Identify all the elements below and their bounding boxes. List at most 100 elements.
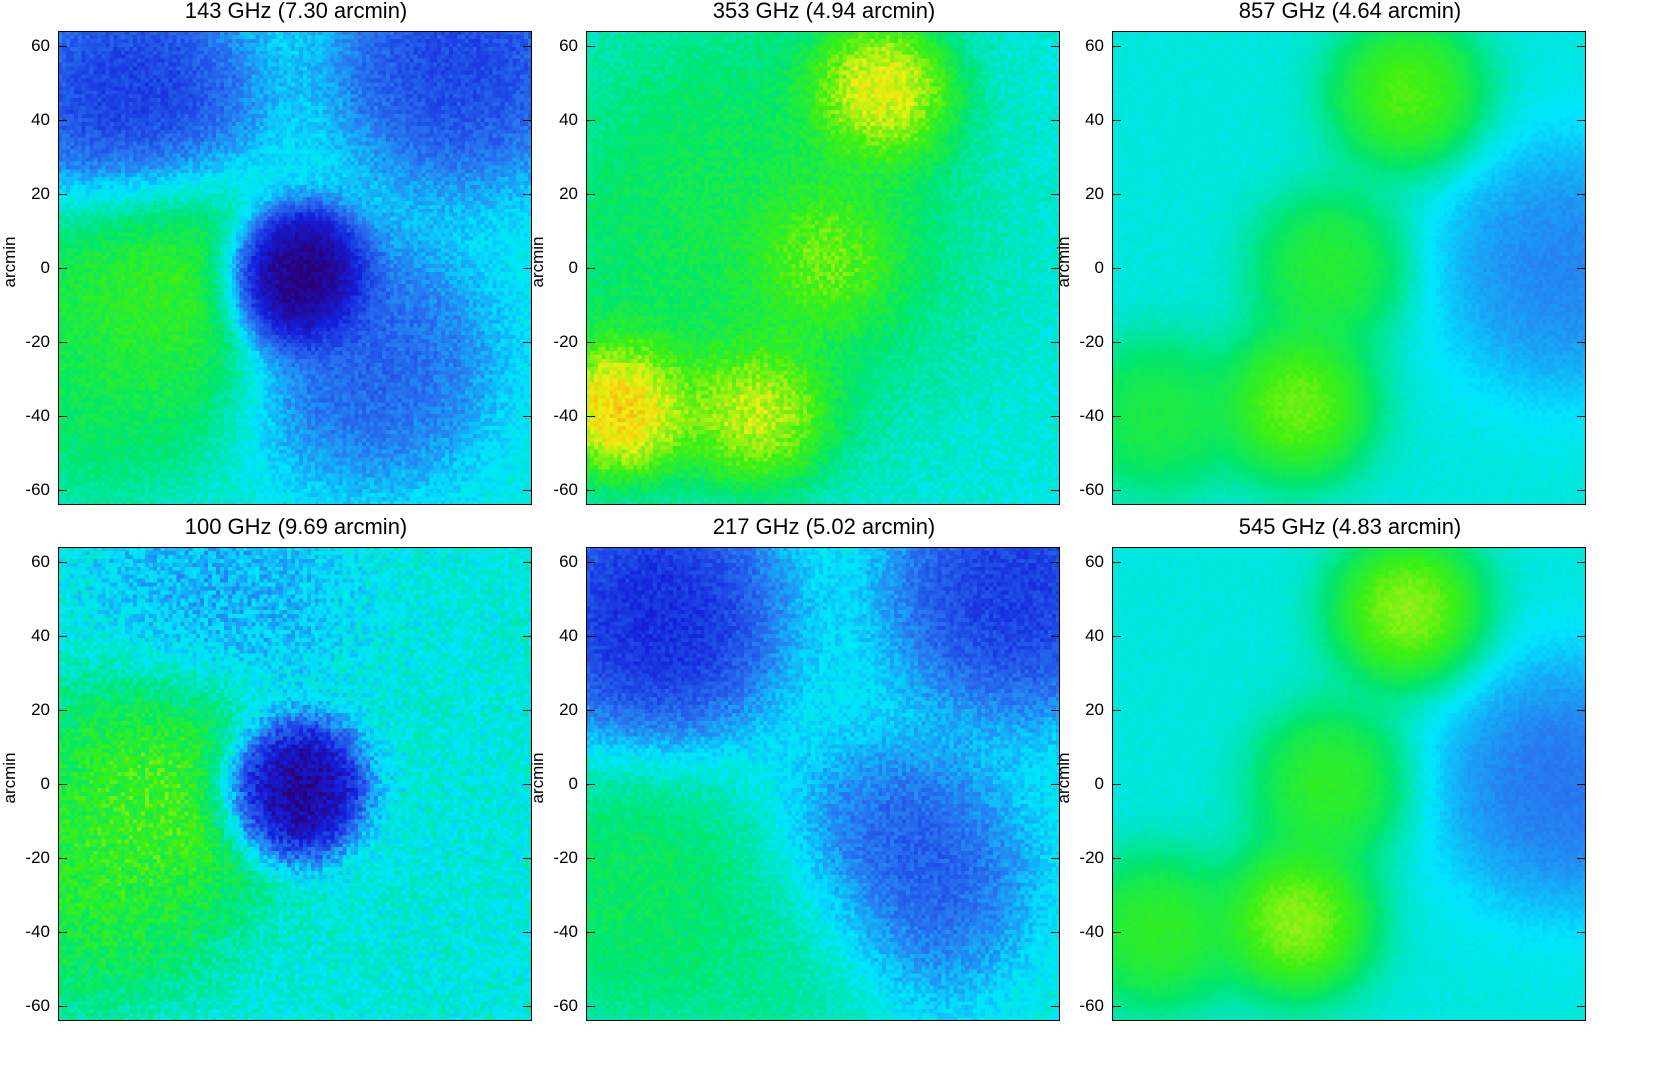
y-tick-label: 0 [1094, 774, 1104, 793]
y-tick-mark [59, 932, 67, 934]
y-tick-mark [1577, 342, 1585, 344]
y-tick-mark [1113, 268, 1121, 269]
y-tick-label: 40 [559, 625, 578, 645]
y-tick-mark [1113, 784, 1121, 785]
y-tick-label: 20 [1085, 699, 1104, 719]
y-tick-mark [587, 561, 595, 563]
y-tick-label: -20 [553, 332, 578, 352]
y-tick-mark [1577, 416, 1585, 418]
y-tick-mark [587, 342, 595, 344]
y-tick-label: 40 [31, 625, 50, 645]
heatmap-panel: 857 GHz (4.64 arcmin) arcmin 60 40 20 0 -20 -40… [1054, 0, 1586, 540]
y-tick-mark [1113, 416, 1121, 418]
y-tick-label: -60 [553, 996, 578, 1016]
y-tick-mark [523, 490, 531, 492]
y-tick-mark [1113, 635, 1121, 637]
y-tick-mark [1577, 784, 1585, 785]
y-tick-mark [1577, 45, 1585, 47]
y-tick-label: 0 [40, 774, 50, 793]
y-tick-label: -60 [25, 480, 50, 500]
panel-title: 143 GHz (7.30 arcmin) [184, 0, 408, 23]
heatmap-canvas [586, 31, 1060, 505]
y-tick-mark [523, 932, 531, 934]
y-tick-label: -60 [553, 480, 578, 500]
y-tick-mark [587, 119, 595, 121]
y-tick-label: -60 [1079, 996, 1104, 1016]
y-tick-label: 20 [1085, 183, 1104, 203]
panel-title: 353 GHz (4.94 arcmin) [712, 0, 936, 23]
y-tick-mark [1577, 119, 1585, 121]
heatmap-panel: 353 GHz (4.94 arcmin) arcmin 60 40 20 0 -20 -40… [528, 0, 1060, 540]
heatmap-image [58, 547, 532, 1021]
heatmap-canvas [58, 31, 532, 505]
heatmap-image [1112, 31, 1586, 505]
y-tick-label: 20 [31, 183, 50, 203]
y-tick-mark [1051, 119, 1059, 121]
y-tick-mark [523, 709, 531, 711]
y-tick-label: 40 [1085, 109, 1104, 129]
y-tick-mark [523, 119, 531, 121]
y-tick-mark [523, 858, 531, 860]
y-tick-mark [587, 709, 595, 711]
y-tick-mark [59, 119, 67, 121]
y-tick-label: 60 [31, 35, 50, 55]
y-tick-label: 40 [559, 109, 578, 129]
y-tick-mark [587, 1006, 595, 1008]
y-tick-mark [523, 416, 531, 418]
panel-title: 545 GHz (4.83 arcmin) [1238, 514, 1462, 539]
heatmap-canvas [1112, 31, 1586, 505]
heatmap-canvas [58, 547, 532, 1021]
y-tick-label: -40 [1079, 406, 1104, 426]
y-tick-label: -20 [1079, 848, 1104, 868]
heatmap-panel: 143 GHz (7.30 arcmin) arcmin 60 40 20 0 -20 -40… [0, 0, 532, 540]
y-tick-mark [1113, 709, 1121, 711]
y-tick-mark [523, 635, 531, 637]
y-tick-mark [1113, 119, 1121, 121]
panel-title: 217 GHz (5.02 arcmin) [712, 514, 936, 539]
y-tick-mark [59, 490, 67, 492]
y-tick-mark [59, 635, 67, 637]
y-tick-label: 60 [559, 35, 578, 55]
y-tick-mark [1577, 635, 1585, 637]
y-tick-mark [1113, 45, 1121, 47]
y-tick-mark [1051, 784, 1059, 785]
y-tick-mark [59, 342, 67, 344]
y-tick-mark [523, 45, 531, 47]
y-tick-mark [1051, 1006, 1059, 1008]
y-tick-mark [1051, 561, 1059, 563]
y-tick-label: -20 [25, 848, 50, 868]
y-tick-mark [1577, 193, 1585, 195]
y-tick-mark [523, 561, 531, 563]
heatmap-image [586, 547, 1060, 1021]
y-tick-mark [1577, 490, 1585, 492]
y-tick-label: 60 [1085, 551, 1104, 571]
y-tick-mark [587, 490, 595, 492]
heatmap-image [1112, 547, 1586, 1021]
y-tick-label: 20 [559, 699, 578, 719]
y-tick-mark [59, 858, 67, 860]
y-tick-mark [587, 932, 595, 934]
y-tick-mark [1113, 561, 1121, 563]
y-tick-mark [1051, 709, 1059, 711]
y-tick-mark [523, 1006, 531, 1008]
y-tick-label: 20 [559, 183, 578, 203]
y-tick-mark [59, 416, 67, 418]
y-tick-label: -20 [25, 332, 50, 352]
y-tick-mark [1051, 268, 1059, 269]
y-tick-mark [1113, 490, 1121, 492]
y-tick-label: 0 [40, 258, 50, 277]
y-tick-mark [587, 268, 595, 269]
y-tick-mark [1113, 193, 1121, 195]
y-tick-mark [59, 193, 67, 195]
y-tick-label: 60 [559, 551, 578, 571]
y-tick-mark [1051, 416, 1059, 418]
heatmap-canvas [586, 547, 1060, 1021]
y-tick-mark [587, 635, 595, 637]
heatmap-image [586, 31, 1060, 505]
y-tick-mark [1051, 490, 1059, 492]
y-tick-mark [1113, 858, 1121, 860]
y-tick-mark [59, 268, 67, 269]
y-tick-label: 60 [1085, 35, 1104, 55]
y-tick-mark [1051, 342, 1059, 344]
